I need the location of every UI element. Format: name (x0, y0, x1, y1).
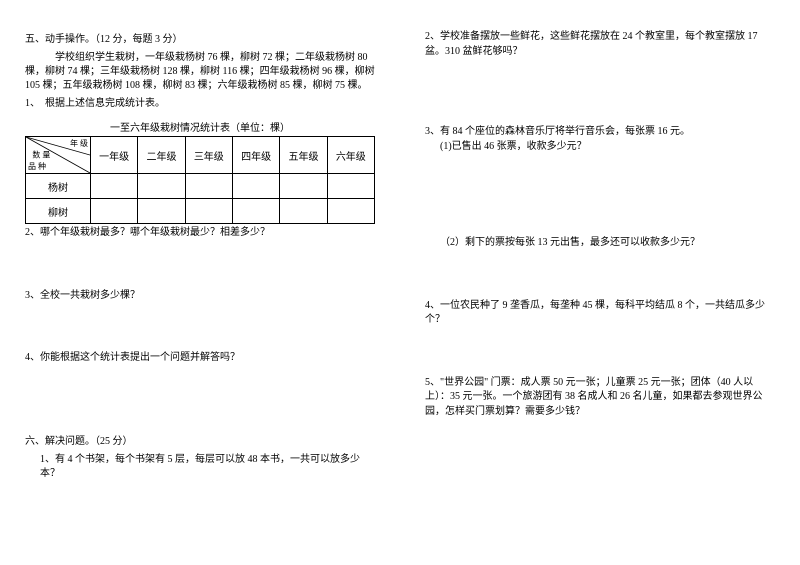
col-header: 二年级 (138, 137, 185, 174)
diag-top-label: 年 级 (70, 138, 88, 149)
section6-q2: 2、学校准备摆放一些鲜花，这些鲜花摆放在 24 个教室里，每个教室摆放 17 盆… (425, 30, 775, 59)
cell (327, 199, 374, 224)
section6-q1: 1、有 4 个书架，每个书架有 5 层，每层可以放 48 本书，一共可以放多少本… (25, 453, 375, 482)
cell (232, 174, 279, 199)
diag-bottom-label: 品 种 (28, 161, 46, 172)
spacer (425, 107, 775, 125)
col-header: 六年级 (327, 137, 374, 174)
table-header-row: 年 级 数 量 品 种 一年级 二年级 三年级 四年级 五年级 六年级 (26, 137, 375, 174)
table-row: 杨树 (26, 174, 375, 199)
table-row: 柳树 (26, 199, 375, 224)
cell (280, 199, 327, 224)
section6-title: 六、解决问题。（25 分） (25, 432, 375, 447)
worksheet-page: 五、动手操作。（12 分，每题 3 分） 学校组织学生栽树，一年级栽杨树 76 … (0, 0, 800, 565)
spacer (25, 414, 375, 432)
diag-mid-label: 数 量 (32, 150, 50, 161)
cell (91, 199, 138, 224)
cell (185, 199, 232, 224)
cell (91, 174, 138, 199)
stat-table: 年 级 数 量 品 种 一年级 二年级 三年级 四年级 五年级 六年级 杨树 柳… (25, 136, 375, 224)
section6-q3b: （2）剩下的票按每张 13 元出售，最多还可以收款多少元？ (425, 236, 775, 251)
spacer (25, 241, 375, 289)
col-header: 三年级 (185, 137, 232, 174)
section6-q4: 4、一位农民种了 9 垄香瓜，每垄种 45 棵，每科平均结瓜 8 个，一共结瓜多… (425, 299, 775, 328)
spacer (25, 366, 375, 414)
section5-q3: 3、全校一共栽树多少棵？ (25, 289, 375, 304)
section5-title: 五、动手操作。（12 分，每题 3 分） (25, 30, 375, 45)
cell (327, 174, 374, 199)
col-header: 一年级 (91, 137, 138, 174)
section5-intro: 学校组织学生栽树，一年级栽杨树 76 棵，柳树 72 棵；二年级栽杨树 80 棵… (25, 51, 375, 93)
col-header: 四年级 (232, 137, 279, 174)
spacer (425, 202, 775, 236)
section5-q1-lead: 1、 根据上述信息完成统计表。 (25, 97, 375, 111)
section6-q5: 5、"世界公园" 门票：成人票 50 元一张；儿童票 25 元一张；团体（40 … (425, 376, 775, 420)
cell (185, 174, 232, 199)
table-caption: 一至六年级栽树情况统计表（单位：棵） (25, 119, 375, 134)
row-label: 柳树 (26, 199, 91, 224)
spacer (425, 59, 775, 107)
cell (232, 199, 279, 224)
section6-q3a: (1)已售出 46 张票，收款多少元？ (425, 140, 775, 155)
cell (280, 174, 327, 199)
spacer (425, 154, 775, 202)
spacer (25, 303, 375, 351)
left-column: 五、动手操作。（12 分，每题 3 分） 学校组织学生栽树，一年级栽杨树 76 … (25, 30, 400, 555)
spacer (425, 251, 775, 299)
diag-header-cell: 年 级 数 量 品 种 (26, 137, 91, 174)
row-label: 杨树 (26, 174, 91, 199)
spacer (425, 328, 775, 376)
section5-q2: 2、哪个年级栽树最多？哪个年级栽树最少？相差多少？ (25, 226, 375, 241)
cell (138, 174, 185, 199)
col-header: 五年级 (280, 137, 327, 174)
right-column: 2、学校准备摆放一些鲜花，这些鲜花摆放在 24 个教室里，每个教室摆放 17 盆… (400, 30, 775, 555)
cell (138, 199, 185, 224)
section6-q3: 3、有 84 个座位的森林音乐厅将举行音乐会，每张票 16 元。 (425, 125, 775, 140)
section5-q4: 4、你能根据这个统计表提出一个问题并解答吗？ (25, 351, 375, 366)
